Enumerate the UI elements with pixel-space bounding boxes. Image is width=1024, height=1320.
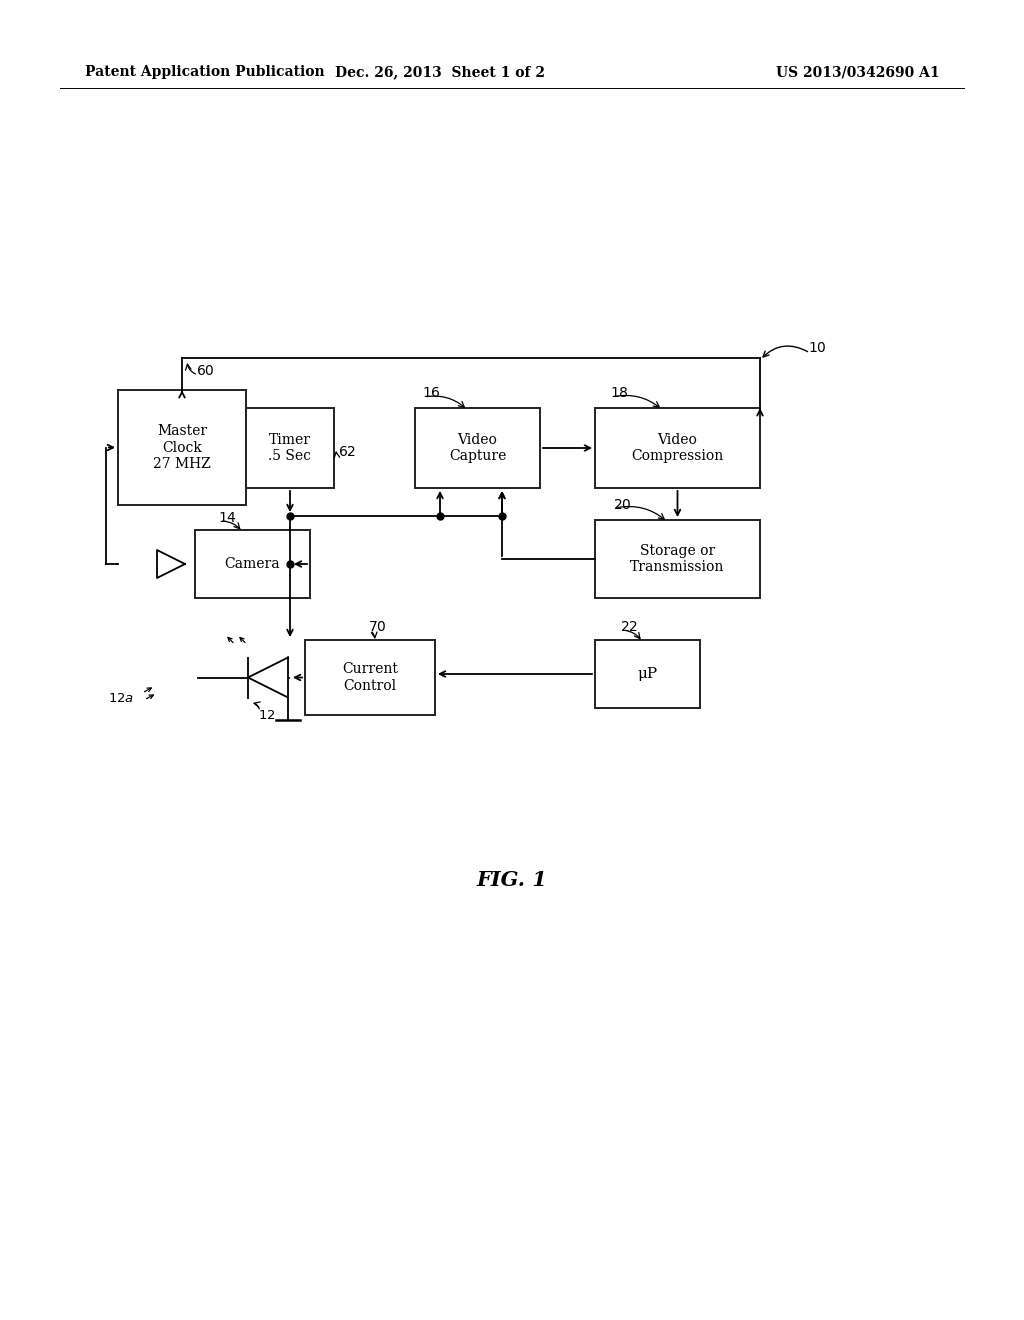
Bar — [415, 408, 540, 488]
Text: Patent Application Publication: Patent Application Publication — [85, 65, 325, 79]
Bar — [246, 408, 334, 488]
Text: Video
Compression: Video Compression — [632, 433, 724, 463]
Bar — [118, 389, 246, 506]
Polygon shape — [248, 657, 288, 697]
Text: $\mathit{12a}$: $\mathit{12a}$ — [108, 692, 134, 705]
Text: $\mathit{70}$: $\mathit{70}$ — [368, 620, 387, 634]
Text: $\mathit{62}$: $\mathit{62}$ — [338, 445, 356, 459]
Text: $\mathit{60}$: $\mathit{60}$ — [196, 364, 215, 378]
Text: Dec. 26, 2013  Sheet 1 of 2: Dec. 26, 2013 Sheet 1 of 2 — [335, 65, 545, 79]
Bar — [595, 408, 760, 488]
Text: $\mathit{22}$: $\mathit{22}$ — [620, 620, 638, 634]
Text: $\mathit{14}$: $\mathit{14}$ — [218, 511, 237, 525]
Polygon shape — [157, 550, 185, 578]
Text: Camera: Camera — [224, 557, 281, 572]
Bar — [195, 531, 310, 598]
Text: Video
Capture: Video Capture — [449, 433, 506, 463]
Text: $\mathit{12}$: $\mathit{12}$ — [258, 709, 275, 722]
Text: Master
Clock
27 MHZ: Master Clock 27 MHZ — [154, 424, 211, 471]
Text: $\mathit{16}$: $\mathit{16}$ — [422, 385, 440, 400]
Text: Storage or
Transmission: Storage or Transmission — [631, 544, 725, 574]
Bar — [305, 640, 435, 715]
Text: US 2013/0342690 A1: US 2013/0342690 A1 — [776, 65, 940, 79]
Bar — [595, 520, 760, 598]
Bar — [595, 640, 700, 708]
Text: μP: μP — [637, 667, 657, 681]
Text: Timer
.5 Sec: Timer .5 Sec — [268, 433, 311, 463]
Text: FIG. 1: FIG. 1 — [476, 870, 548, 890]
Text: $\mathit{10}$: $\mathit{10}$ — [808, 341, 826, 355]
Text: $\mathit{18}$: $\mathit{18}$ — [610, 385, 629, 400]
Text: $\mathit{20}$: $\mathit{20}$ — [613, 498, 632, 512]
Text: Current
Control: Current Control — [342, 663, 398, 693]
